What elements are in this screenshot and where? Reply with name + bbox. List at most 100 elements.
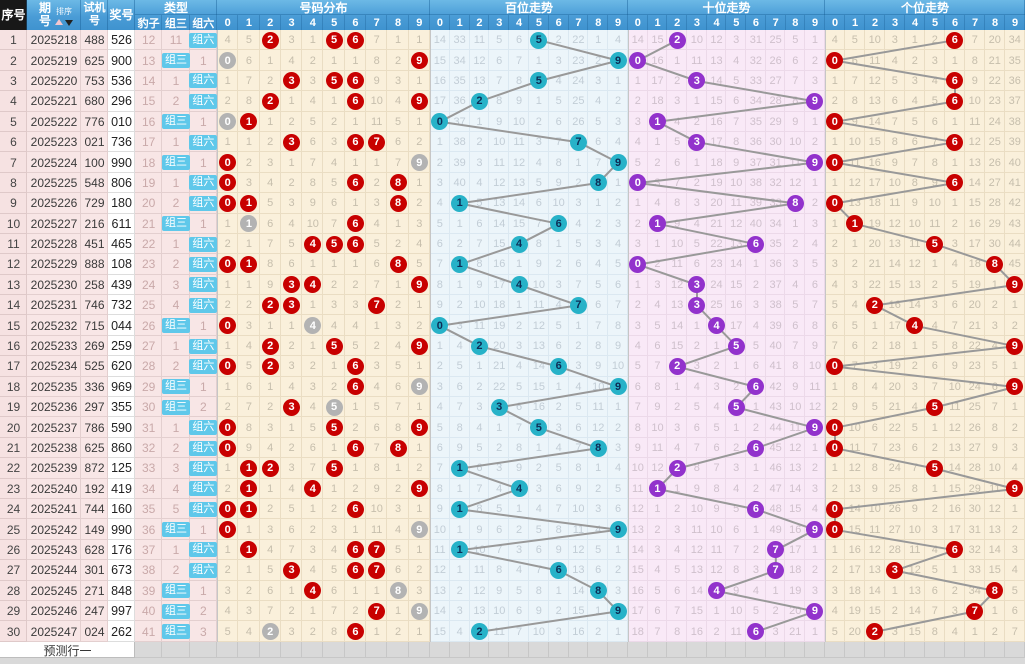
sort-control[interactable]: 排序: [55, 5, 73, 26]
dist-miss-count: 2: [416, 319, 423, 332]
tens-cell-8: 12: [785, 437, 806, 459]
dist-miss-count: 1: [224, 543, 231, 556]
dist-cell-5: 5: [323, 30, 345, 51]
dist-miss-count: 4: [267, 442, 274, 454]
type-badge: 组六: [189, 93, 218, 109]
units-cell-8: 5: [984, 356, 1005, 377]
dist-miss-count: 1: [224, 380, 231, 393]
tens-miss-count: 33: [749, 74, 763, 87]
hundreds-hit-circle: 8: [589, 582, 607, 600]
hundreds-miss-count: 7: [456, 401, 463, 414]
hundreds-cell-1: 2: [449, 233, 470, 255]
digit-header: 4: [302, 15, 323, 30]
units-cell-5: 8: [924, 152, 945, 173]
units-cell-8: 6: [984, 376, 1005, 398]
units-miss-count: 4: [831, 605, 838, 618]
units-miss-count: 1: [951, 197, 958, 210]
dist-cell-5: 1: [323, 478, 345, 499]
units-miss-count: 12: [848, 462, 861, 475]
digit-header: 4: [509, 15, 529, 30]
tens-cell-2: 12: [667, 274, 687, 296]
units-miss-count: 2: [931, 34, 938, 47]
dist-hit-circle: 7: [368, 133, 386, 151]
units-miss-count: 3: [851, 278, 858, 291]
dist-hit-circle: 1: [240, 500, 258, 518]
tens-miss-count: 9: [693, 482, 700, 495]
dist-miss-count: 7: [373, 442, 380, 454]
units-miss-count: 6: [931, 115, 938, 128]
dist-cell-0: 3: [216, 580, 239, 601]
hundreds-miss-count: 9: [614, 340, 622, 353]
period-cell: 2025233: [27, 335, 81, 357]
dist-cell-2: 3: [259, 152, 281, 173]
digit-header: 7: [569, 15, 589, 30]
units-cell-2: 6: [864, 417, 885, 438]
hundreds-miss-count: 1: [575, 156, 582, 169]
tens-miss-count: 48: [769, 503, 782, 516]
tens-cell-8: 7: [785, 335, 806, 357]
tens-miss-count: 7: [792, 74, 799, 87]
units-cell-3: 7: [884, 111, 905, 132]
hundreds-cell-4: 9: [509, 458, 529, 479]
seq-cell: 9: [0, 193, 27, 214]
tens-hit-circle: 7: [767, 561, 785, 579]
units-cell-7: 17: [964, 233, 985, 255]
units-cell-3: 1: [884, 580, 905, 601]
units-miss-count: 2: [831, 564, 838, 577]
dist-cell-5: 5: [323, 560, 345, 581]
units-cell-6: 6: [944, 70, 965, 92]
units-miss-count: 10: [928, 197, 941, 210]
hundreds-miss-count: 13: [572, 564, 585, 577]
tens-miss-count: 1: [733, 360, 740, 373]
type-subheader: 豹子: [135, 15, 162, 30]
dist-miss-count: 7: [309, 156, 316, 169]
baozi-cell: 19: [135, 172, 163, 194]
units-cell-7: 25: [964, 397, 985, 418]
hundreds-cell-0: 11: [429, 539, 450, 561]
dist-cell-1: 1: [238, 213, 260, 234]
hundreds-miss-count: 3: [436, 176, 443, 189]
dist-cell-8: 8: [387, 417, 409, 438]
tens-miss-count: 8: [792, 95, 799, 108]
dist-hit-circle: 1: [240, 459, 258, 477]
tens-miss-count: 34: [769, 217, 782, 230]
baozi-cell: 32: [135, 437, 163, 459]
hundreds-miss-count: 1: [436, 340, 443, 353]
dist-miss-count: 2: [267, 74, 274, 87]
units-cell-0: 4: [824, 30, 845, 51]
units-miss-count: 18: [888, 340, 901, 353]
hundreds-cell-3: 6: [489, 50, 510, 71]
dist-cell-2: 1: [259, 478, 281, 499]
tens-miss-count: 3: [693, 360, 700, 373]
dist-cell-5: 5: [323, 335, 345, 357]
baozi-cell: 18: [135, 152, 163, 173]
hundreds-cell-3: 18: [489, 295, 510, 316]
dist-cell-6: 6: [344, 356, 367, 377]
units-miss-count: 4: [831, 278, 838, 291]
hundreds-miss-count: 2: [436, 360, 443, 373]
tens-cell-8: 5: [785, 295, 806, 316]
units-cell-5: 5: [924, 458, 945, 479]
tens-cell-6: 3: [746, 295, 766, 316]
tens-cell-0: 9: [627, 437, 648, 459]
units-cell-9: 4: [1004, 458, 1025, 479]
units-cell-2: 12: [864, 70, 885, 92]
footer-cell: [805, 642, 825, 658]
units-miss-count: 15: [868, 605, 881, 618]
hundreds-cell-3: 22: [489, 376, 510, 398]
dist-cell-2: 5: [259, 560, 281, 581]
type-badge: 组六: [189, 277, 218, 293]
units-miss-count: 22: [988, 74, 1001, 87]
zuliu-cell: 组六: [189, 70, 218, 92]
tens-miss-count: 14: [631, 543, 644, 556]
sort-arrows-icon[interactable]: [55, 18, 73, 26]
hundreds-cell-8: 11: [588, 397, 609, 418]
period-header[interactable]: 期号 排序: [27, 0, 81, 30]
tens-cell-4: 23: [706, 254, 727, 275]
tens-miss-count: 18: [789, 564, 802, 577]
dist-cell-8: 2: [387, 621, 409, 642]
zusan-count: 4: [172, 298, 180, 313]
prize-number-header: 奖号: [108, 0, 135, 30]
tens-cell-0: 17: [627, 600, 648, 622]
tens-miss-count: 16: [651, 54, 664, 67]
